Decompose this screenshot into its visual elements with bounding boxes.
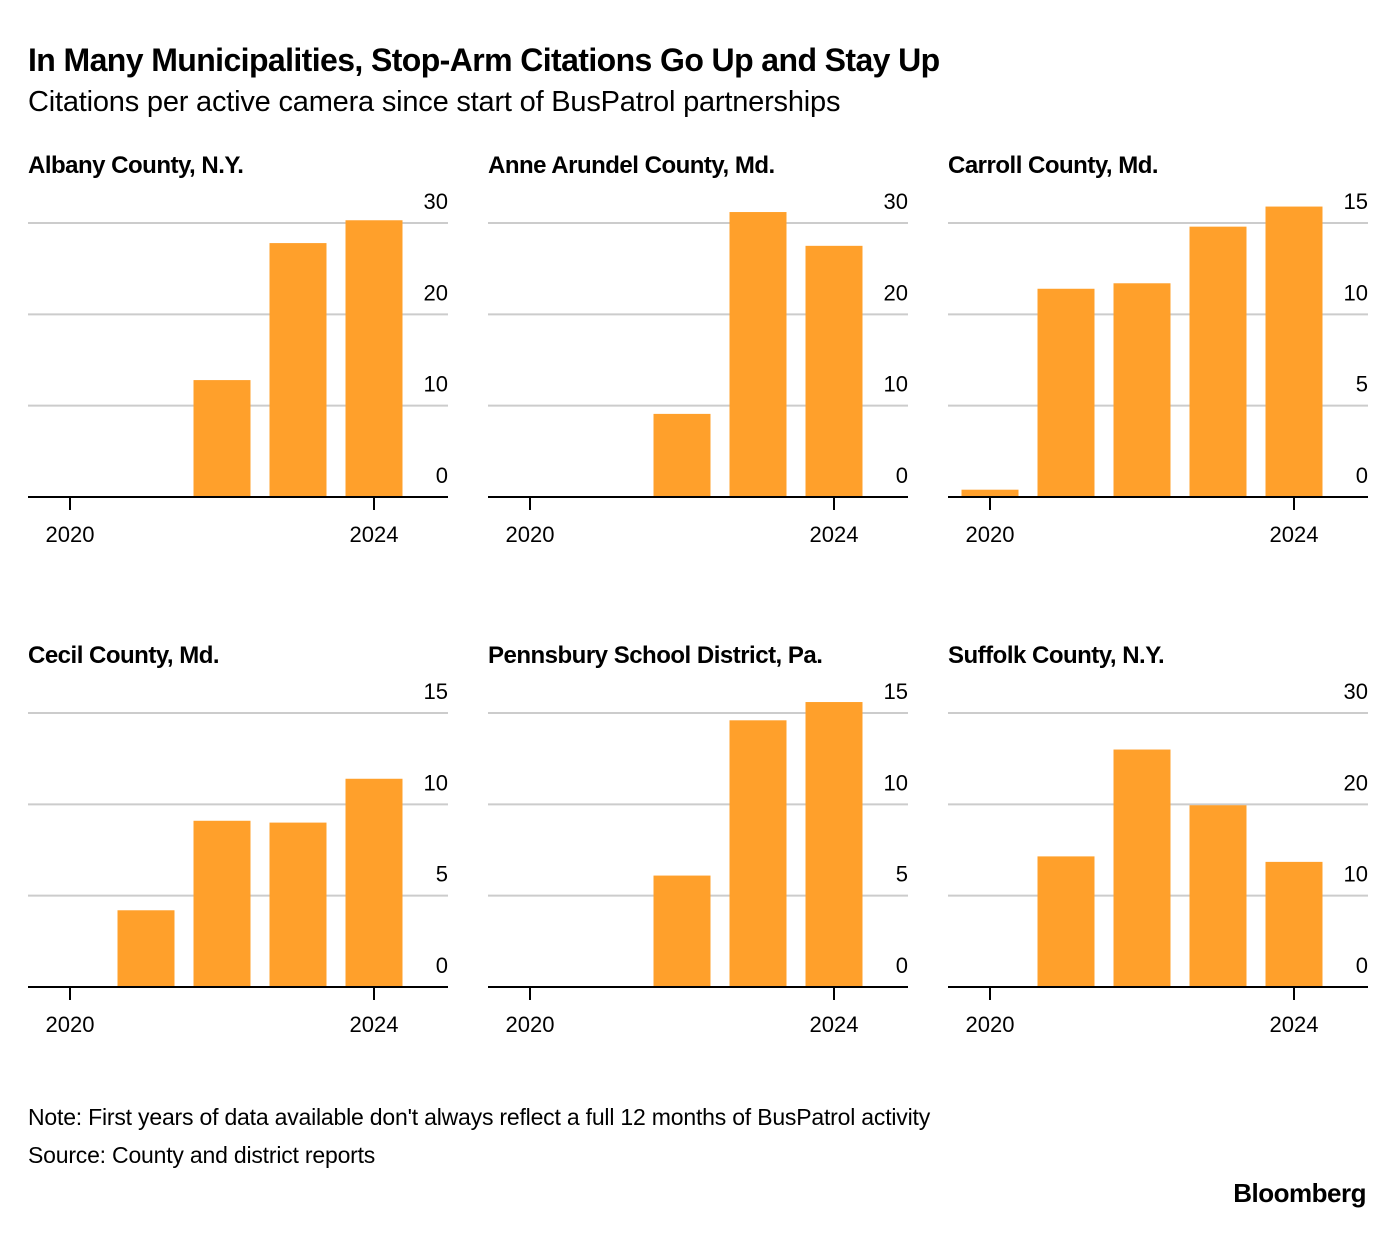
- panel-cecil: Cecil County, Md. 0 5 10 15 2020 2024: [28, 642, 448, 1062]
- bar-chart-suffolk: 0 10 20 30 2020 2024: [948, 679, 1368, 1037]
- panel-anne-arundel: Anne Arundel County, Md. 0 10 20 30 2020 2024: [488, 152, 908, 572]
- panel-pennsbury: Pennsbury School District, Pa. 0 5 10 15 202…: [488, 642, 908, 1062]
- bar-2023: [269, 243, 327, 497]
- y-tick-label: 0: [436, 953, 448, 978]
- y-tick-label: 15: [884, 679, 908, 704]
- bar-2022: [1113, 749, 1171, 987]
- y-tick-label: 15: [1344, 189, 1368, 214]
- chart-subtitle: Citations per active camera since start …: [28, 86, 841, 118]
- y-tick-label: 20: [884, 280, 908, 305]
- y-tick-label: 0: [896, 463, 908, 488]
- y-tick-label: 20: [424, 280, 448, 305]
- panel-title: Cecil County, Md.: [28, 642, 220, 669]
- y-tick-label: 30: [884, 189, 908, 214]
- y-tick-label: 0: [1356, 463, 1368, 488]
- x-tick-label: 2024: [350, 522, 399, 547]
- bar-2022: [1113, 283, 1171, 497]
- y-tick-label: 0: [1356, 953, 1368, 978]
- bar-2024: [1265, 206, 1323, 497]
- bar-2024: [345, 778, 403, 987]
- footnote: Note: First years of data available don'…: [28, 1104, 930, 1130]
- x-tick-label: 2024: [1270, 1012, 1319, 1037]
- x-tick-label: 2020: [966, 522, 1015, 547]
- source-line: Source: County and district reports: [28, 1142, 376, 1168]
- chart-title: In Many Municipalities, Stop-Arm Citatio…: [28, 42, 940, 78]
- x-tick-label: 2020: [46, 1012, 95, 1037]
- bar-chart-anne-arundel: 0 10 20 30 2020 2024: [488, 189, 908, 547]
- y-tick-label: 20: [1344, 770, 1368, 795]
- panel-suffolk: Suffolk County, N.Y. 0 10 20 30 2020 2024: [948, 642, 1368, 1062]
- x-tick-label: 2020: [46, 522, 95, 547]
- panel-title: Carroll County, Md.: [948, 152, 1159, 179]
- bar-2022: [193, 820, 251, 987]
- x-tick-label: 2024: [810, 522, 859, 547]
- bar-2023: [1189, 226, 1247, 498]
- y-tick-label: 5: [436, 862, 448, 887]
- y-tick-label: 10: [424, 770, 448, 795]
- y-tick-label: 10: [424, 372, 448, 397]
- y-tick-label: 15: [424, 679, 448, 704]
- x-tick-label: 2020: [506, 522, 555, 547]
- bar-2020: [961, 489, 1019, 497]
- y-tick-label: 10: [1344, 862, 1368, 887]
- x-tick-label: 2024: [350, 1012, 399, 1037]
- bar-2023: [729, 720, 787, 987]
- bar-chart-cecil: 0 5 10 15 2020 2024: [28, 679, 448, 1037]
- y-tick-label: 5: [1356, 372, 1368, 397]
- panel-title: Pennsbury School District, Pa.: [488, 642, 823, 669]
- bar-2023: [269, 822, 327, 987]
- bar-2022: [653, 875, 711, 987]
- x-tick-label: 2020: [506, 1012, 555, 1037]
- bar-2024: [805, 245, 863, 497]
- bar-2021: [1037, 288, 1095, 497]
- bar-2022: [193, 380, 251, 497]
- y-tick-label: 10: [884, 372, 908, 397]
- y-tick-label: 10: [884, 770, 908, 795]
- bar-2024: [1265, 861, 1323, 987]
- panel-carroll: Carroll County, Md. 0 5 10 15 2020 2024: [948, 152, 1368, 572]
- y-tick-label: 30: [424, 189, 448, 214]
- panel-albany: Albany County, N.Y. 0 10 20 30 2020 2024: [28, 152, 448, 572]
- bar-2021: [117, 910, 175, 987]
- bloomberg-logo: Bloomberg: [1233, 1178, 1366, 1208]
- panel-title: Suffolk County, N.Y.: [948, 642, 1165, 669]
- bar-2024: [805, 702, 863, 987]
- bar-2023: [1189, 805, 1247, 987]
- y-tick-label: 0: [436, 463, 448, 488]
- bar-2024: [345, 220, 403, 497]
- y-tick-label: 0: [896, 953, 908, 978]
- bar-chart-albany: 0 10 20 30 2020 2024: [28, 189, 448, 547]
- bar-chart-carroll: 0 5 10 15 2020 2024: [948, 189, 1368, 547]
- panel-title: Albany County, N.Y.: [28, 152, 244, 179]
- x-tick-label: 2020: [966, 1012, 1015, 1037]
- y-tick-label: 5: [896, 862, 908, 887]
- bar-2023: [729, 212, 787, 498]
- x-tick-label: 2024: [1270, 522, 1319, 547]
- panel-title: Anne Arundel County, Md.: [488, 152, 775, 179]
- bar-chart-pennsbury: 0 5 10 15 2020 2024: [488, 679, 908, 1037]
- y-tick-label: 10: [1344, 280, 1368, 305]
- x-tick-label: 2024: [810, 1012, 859, 1037]
- y-tick-label: 30: [1344, 679, 1368, 704]
- bar-2021: [1037, 856, 1095, 987]
- bar-2022: [653, 413, 711, 497]
